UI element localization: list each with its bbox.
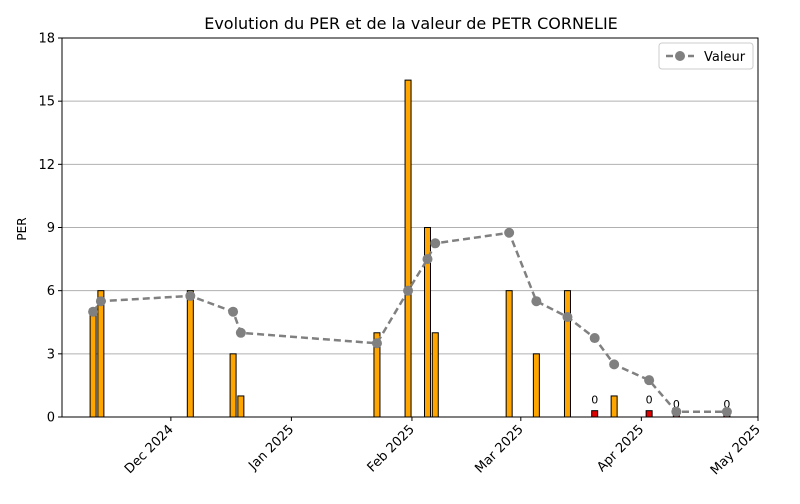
per-bars <box>89 79 731 418</box>
valeur-point <box>88 306 99 317</box>
y-ticks: 0 3 6 9 12 15 18 <box>38 32 62 426</box>
y-tick-label: 6 <box>47 284 55 299</box>
valeur-point <box>422 254 433 265</box>
x-tick-label: Jan 2025 <box>245 422 297 474</box>
per-bar <box>404 79 412 418</box>
per-bar <box>186 290 194 418</box>
x-tick-label: Apr 2025 <box>594 422 647 475</box>
per-bar <box>532 353 540 418</box>
y-tick-label: 18 <box>38 32 55 47</box>
valeur-point <box>721 406 732 417</box>
valeur-point <box>531 296 542 307</box>
per-bar <box>89 311 97 418</box>
valeur-point <box>235 327 246 338</box>
x-ticks: Dec 2024 Jan 2025 Feb 2025 Mar 2025 Apr 2025… <box>122 417 764 478</box>
valeur-point <box>228 306 239 317</box>
bar-value-label: 0 <box>646 394 653 407</box>
per-bar <box>505 290 513 418</box>
x-tick-label: May 2025 <box>708 422 764 478</box>
x-tick-label: Feb 2025 <box>365 422 418 475</box>
x-tick-label: Mar 2025 <box>472 422 526 476</box>
y-tick-label: 12 <box>38 158 55 173</box>
bar-value-labels: 0 0 0 0 <box>591 394 730 411</box>
legend-label-valeur: Valeur <box>704 50 746 65</box>
x-tick-label: Dec 2024 <box>122 422 177 477</box>
legend-marker <box>675 51 685 61</box>
per-bar <box>610 395 618 418</box>
valeur-point <box>589 333 600 344</box>
per-bar <box>645 410 653 418</box>
per-bar <box>237 395 245 418</box>
valeur-point <box>95 296 106 307</box>
per-bar <box>591 410 599 418</box>
valeur-point <box>430 238 441 249</box>
per-bar <box>563 290 571 418</box>
y-tick-label: 0 <box>47 411 55 426</box>
valeur-point <box>371 338 382 349</box>
valeur-point <box>504 227 515 238</box>
valeur-point <box>644 375 655 386</box>
valeur-point <box>185 290 196 301</box>
valeur-point <box>562 311 573 322</box>
chart-title: Evolution du PER et de la valeur de PETR… <box>204 14 618 33</box>
per-bar <box>431 332 439 418</box>
legend: Valeur <box>658 42 754 70</box>
bar-value-label: 0 <box>723 398 730 411</box>
per-bar <box>229 353 237 418</box>
per-bar <box>97 290 105 418</box>
valeur-point <box>609 359 620 370</box>
bar-value-label: 0 <box>591 394 598 407</box>
bar-value-label: 0 <box>673 398 680 411</box>
valeur-point <box>403 285 414 296</box>
valeur-series <box>88 227 732 417</box>
valeur-point <box>671 406 682 417</box>
y-axis-label: PER <box>15 217 29 240</box>
legend-box <box>658 42 754 70</box>
y-tick-label: 9 <box>47 221 55 236</box>
y-tick-label: 3 <box>47 347 55 362</box>
y-tick-label: 15 <box>38 95 55 110</box>
